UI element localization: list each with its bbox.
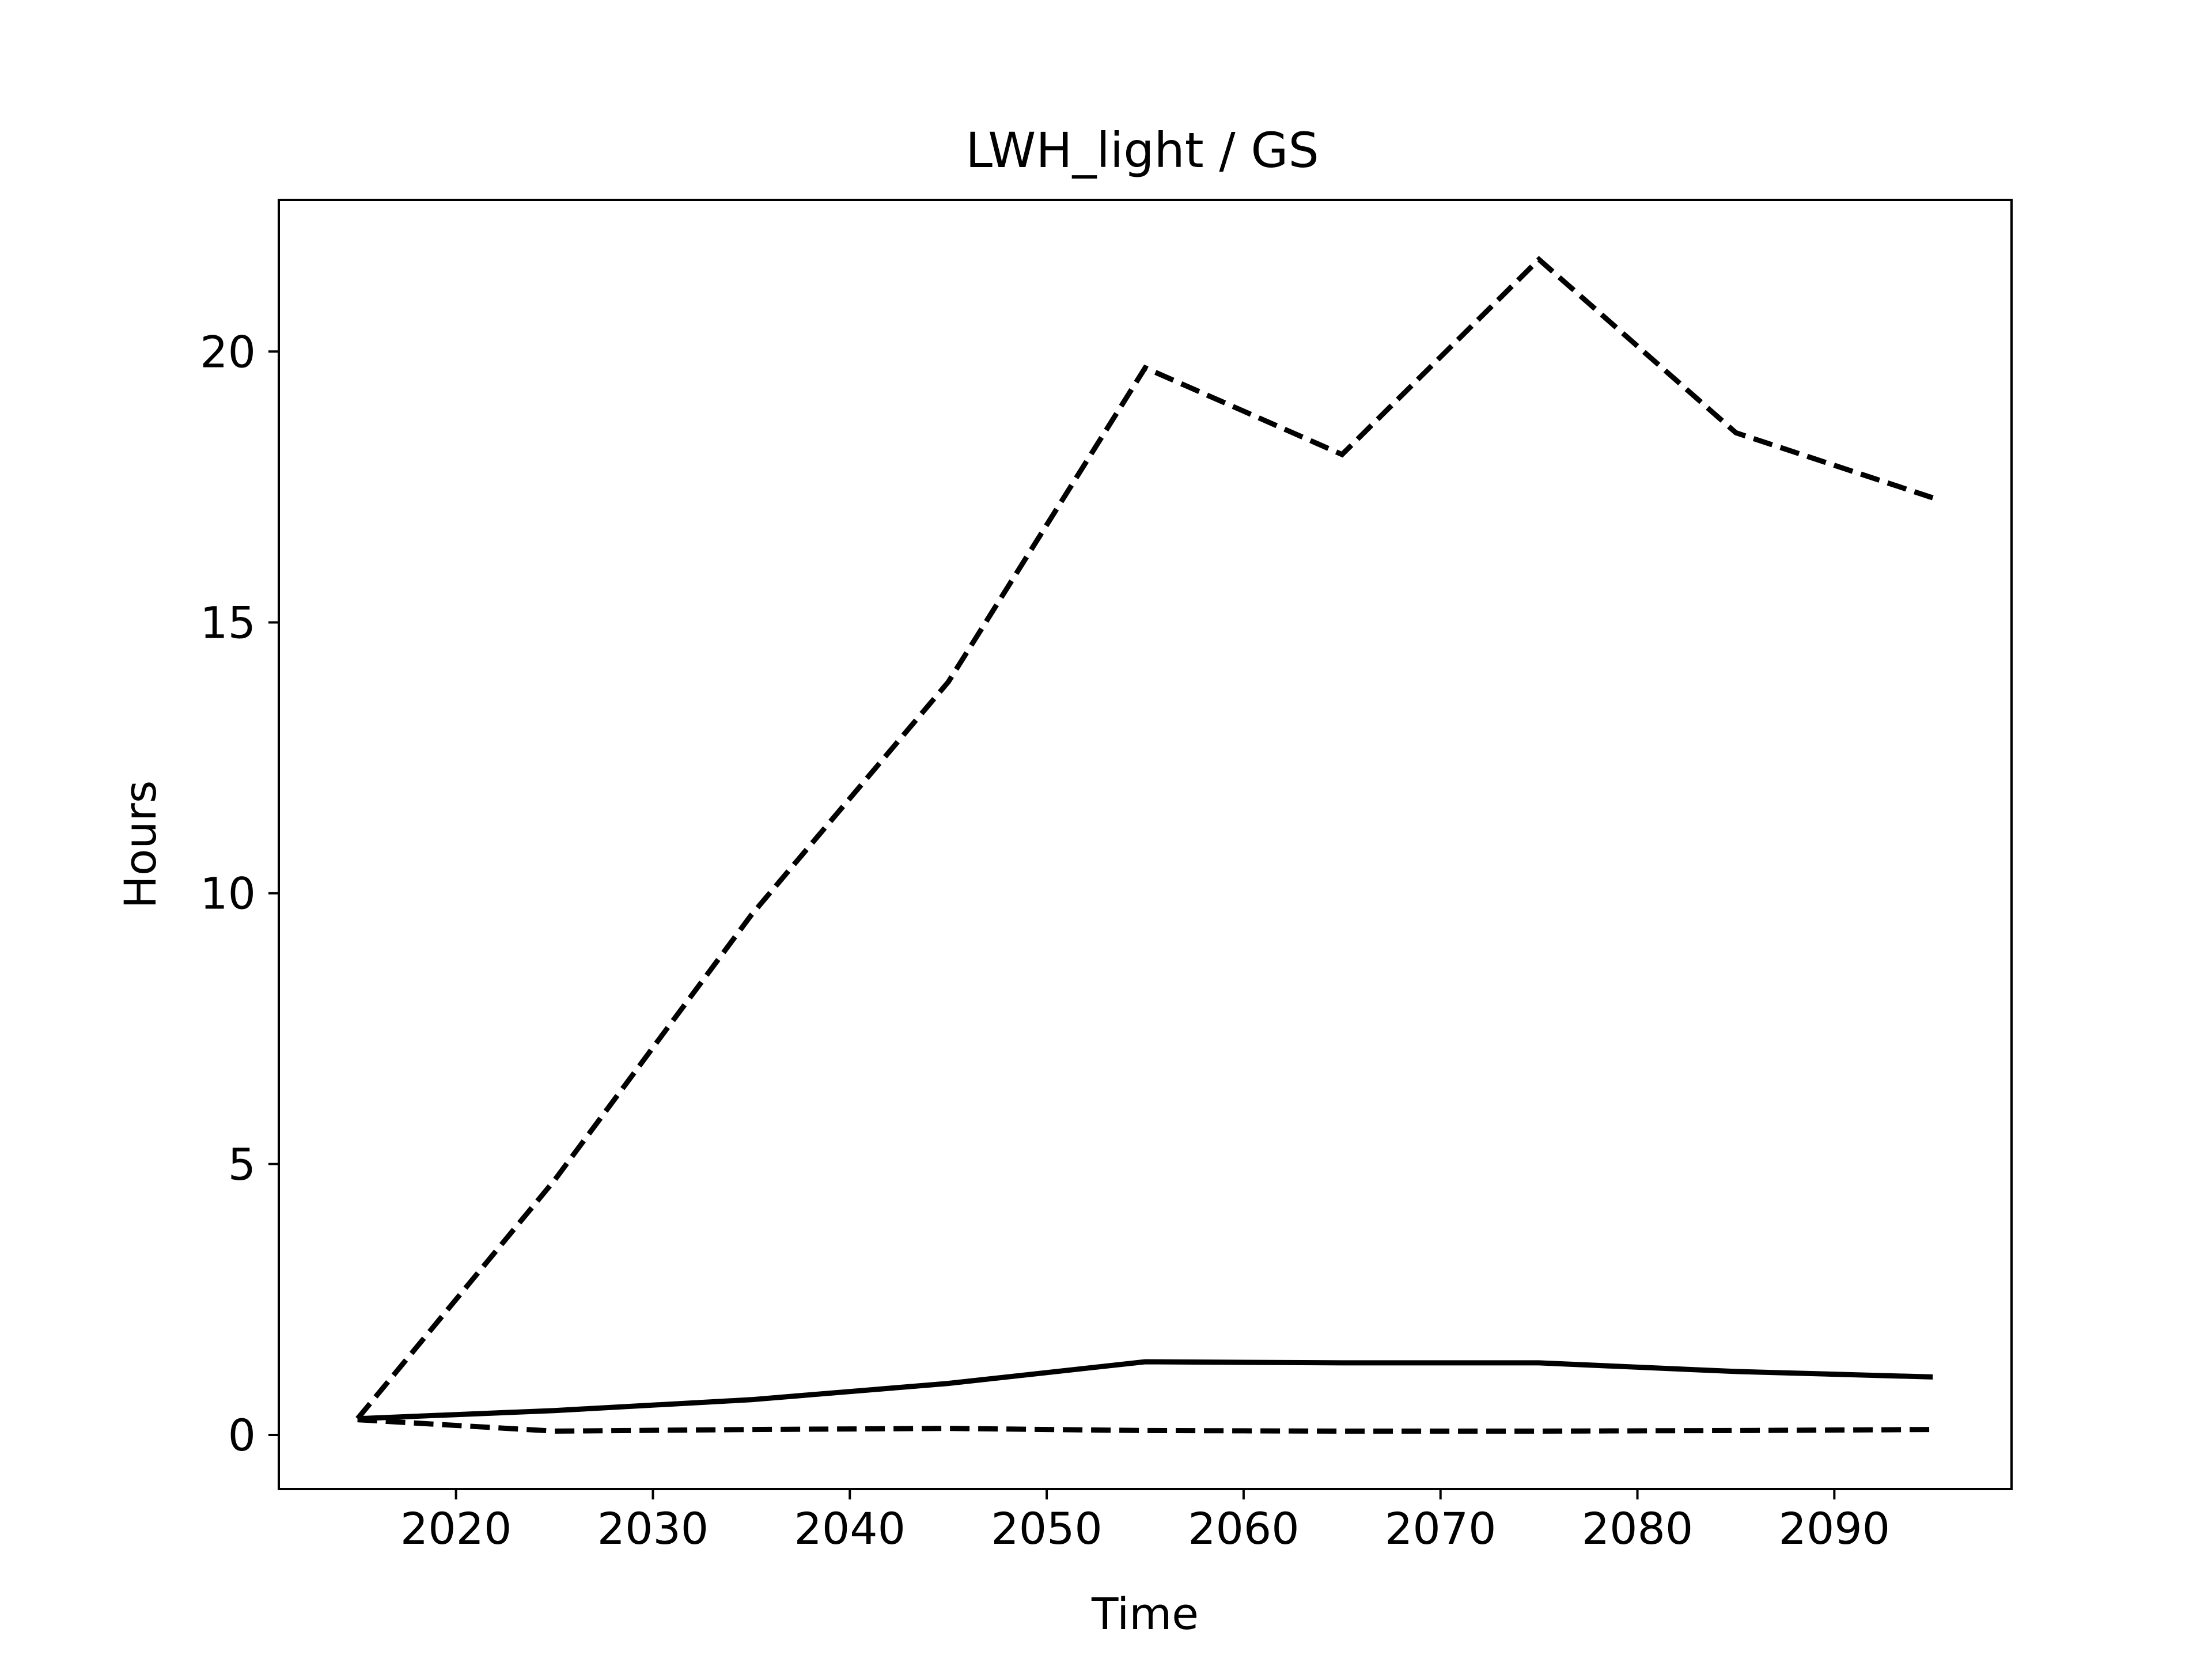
plot-frame xyxy=(278,199,2013,1490)
y-axis-label: Hours xyxy=(115,781,166,909)
chart-title: LWH_light / GS xyxy=(965,122,1319,179)
plot-area xyxy=(355,256,1934,1434)
series-line-2 xyxy=(357,1359,1933,1422)
x-tick-label: 2070 xyxy=(1385,1503,1496,1554)
x-tick-label: 2020 xyxy=(400,1503,512,1554)
x-tick-label: 2060 xyxy=(1188,1503,1299,1554)
y-tick-label: 5 xyxy=(228,1139,256,1190)
series-line-3 xyxy=(357,1417,1933,1434)
x-axis-label: Time xyxy=(1091,1588,1199,1639)
x-tick-label: 2040 xyxy=(794,1503,906,1554)
series-line-1 xyxy=(355,256,1934,1421)
x-tick-label: 2050 xyxy=(991,1503,1102,1554)
y-axis: 0 5 10 15 20 xyxy=(200,326,279,1461)
x-axis: 2020 2030 2040 2050 2060 2070 2080 2090 xyxy=(400,1489,1890,1554)
y-tick-label: 15 xyxy=(200,597,256,648)
y-tick-label: 20 xyxy=(200,326,256,377)
x-tick-label: 2030 xyxy=(597,1503,709,1554)
x-tick-label: 2080 xyxy=(1582,1503,1693,1554)
y-tick-label: 10 xyxy=(200,868,256,919)
x-tick-label: 2090 xyxy=(1779,1503,1890,1554)
y-tick-label: 0 xyxy=(228,1410,256,1461)
